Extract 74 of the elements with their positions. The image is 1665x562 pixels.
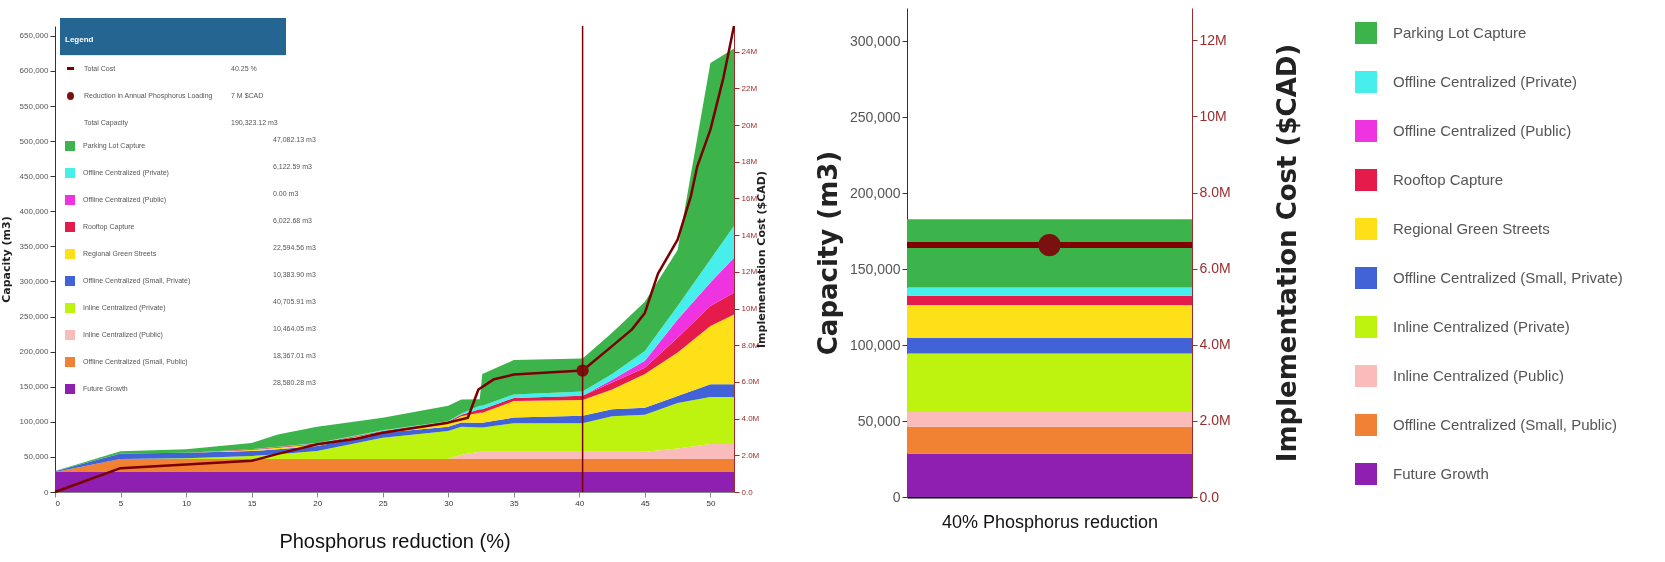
bar (907, 295, 1192, 306)
bar (907, 287, 1192, 296)
x-tick-label: 40 (575, 498, 585, 508)
x-tick-label: 20 (313, 498, 323, 508)
bar (907, 453, 1192, 497)
bar (907, 411, 1192, 427)
y-tick-label: 250,000 (19, 312, 50, 322)
y2-tick-label: 8.0M (1199, 184, 1231, 201)
y2-tick-label: 20M (741, 120, 758, 130)
x-tick-label: 35 (509, 498, 520, 508)
legend-label: Parking Lot Capture (1393, 24, 1527, 41)
legend-label: Regional Green Streets (1393, 220, 1550, 237)
y2-tick-label: 0.0 (1199, 488, 1220, 505)
legend-label: Rooftop Capture (1393, 171, 1504, 188)
y-tick-label: 100,000 (849, 336, 901, 353)
x-tick-label: 50 (706, 498, 716, 508)
x-tick-label: 15 (247, 498, 258, 508)
y-tick-label: 300,000 (849, 32, 901, 49)
y-tick-label: 500,000 (19, 136, 50, 146)
x-axis-title: 40% Phosphorus reduction (941, 511, 1159, 532)
y-tick-label: 450,000 (19, 171, 50, 181)
y2-tick-label: 14M (741, 230, 758, 240)
y-tick-label: 50,000 (24, 452, 50, 462)
x-tick-label: 5 (118, 498, 124, 508)
y-tick-label: 150,000 (849, 260, 901, 277)
x-tick-label: 45 (640, 498, 651, 508)
bar (907, 305, 1192, 338)
legend-label: Future Growth (1393, 465, 1489, 482)
x-tick-label: 25 (378, 498, 389, 508)
y-axis-title: Capacity (m3) (812, 150, 843, 356)
y2-tick-label: 10M (1199, 107, 1227, 124)
y2-tick-label: 16M (741, 193, 758, 203)
y2-tick-label: 6.0M (1199, 260, 1231, 277)
y2-axis-title: Implementation Cost ($CAD) (1271, 43, 1302, 463)
legend-title: Legend (65, 35, 94, 44)
y2-tick-label: 12M (1199, 31, 1227, 48)
y-tick-label: 150,000 (19, 382, 50, 392)
y2-tick-label: 2.0M (1199, 412, 1231, 429)
legend-label: Offline Centralized (Small, Private) (1393, 269, 1623, 286)
y2-tick-label: 24M (741, 47, 758, 57)
legend-label: Offline Centralized (Small, Public) (1393, 416, 1617, 433)
y2-tick-label: 4.0M (741, 414, 760, 424)
y-tick-label: 550,000 (19, 101, 50, 111)
y-tick-label: 650,000 (19, 31, 50, 41)
y-tick-label: 250,000 (849, 108, 901, 125)
bar (907, 337, 1192, 354)
legend-label: Inline Centralized (Private) (1393, 318, 1570, 335)
legend-label: Inline Centralized (Public) (1393, 367, 1564, 384)
y-axis-title: Capacity (m3) (0, 216, 13, 303)
y2-tick-label: 4.0M (1199, 336, 1231, 353)
y-tick-label: 400,000 (19, 206, 50, 216)
y-tick-label: 200,000 (19, 347, 50, 357)
x-tick-label: 0 (55, 498, 61, 508)
y-tick-label: 100,000 (19, 417, 50, 427)
bar (907, 353, 1192, 412)
x-tick-label: 10 (182, 498, 192, 508)
y2-tick-label: 22M (741, 83, 758, 93)
legend-label: Offline Centralized (Private) (1393, 73, 1577, 90)
y2-tick-label: 18M (741, 157, 758, 167)
y2-tick-label: 12M (741, 267, 758, 277)
y-tick-label: 300,000 (19, 276, 50, 286)
x-tick-label: 30 (444, 498, 454, 508)
legend-label: Offline Centralized (Public) (1393, 122, 1572, 139)
y2-tick-label: 0.0 (741, 487, 754, 497)
y-tick-label: 0 (44, 487, 50, 497)
bar (907, 426, 1192, 454)
y-tick-label: 50,000 (857, 412, 901, 429)
x-axis-title: Phosphorus reduction (%) (279, 529, 511, 552)
y2-tick-label: 10M (741, 304, 758, 314)
y-tick-label: 200,000 (849, 184, 901, 201)
y-tick-label: 600,000 (19, 66, 50, 76)
y2-tick-label: 6.0M (741, 377, 760, 387)
y2-tick-label: 2.0M (741, 450, 760, 460)
y-tick-label: 350,000 (19, 241, 50, 251)
